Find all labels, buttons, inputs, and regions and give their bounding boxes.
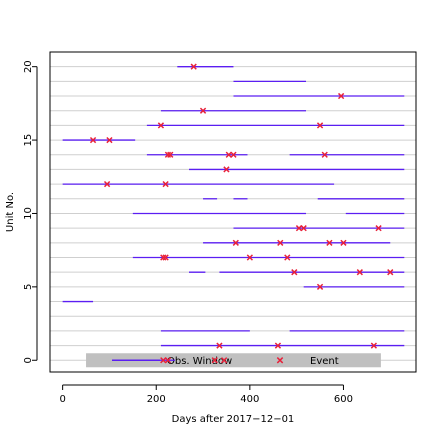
legend-event-label: Event	[310, 356, 339, 367]
event-marker	[340, 239, 347, 246]
event-marker	[387, 269, 394, 276]
event-marker	[103, 180, 111, 188]
x-tick-label: 600	[334, 394, 353, 405]
y-tick-label: 5	[23, 284, 34, 290]
event-marker	[356, 269, 363, 276]
event-marker	[291, 269, 298, 276]
event-marker	[211, 357, 218, 364]
event-marker	[370, 342, 378, 349]
event-marker	[232, 239, 239, 246]
event-marker	[316, 283, 324, 290]
event-marker	[89, 136, 97, 144]
event-marker	[220, 357, 228, 364]
x-tick-label: 400	[240, 394, 259, 405]
y-tick-label: 15	[23, 134, 34, 147]
legend-box	[86, 353, 381, 368]
y-tick-label: 10	[23, 207, 34, 220]
event-marker	[216, 342, 223, 349]
event-marker	[162, 254, 169, 261]
legend-event-swatch	[276, 357, 284, 364]
plot-frame	[49, 51, 417, 373]
event-marker	[321, 151, 328, 158]
event-marker	[326, 239, 333, 246]
event-marker	[225, 151, 232, 158]
plot-area	[62, 63, 405, 364]
event-marker	[164, 151, 172, 158]
event-marker	[223, 166, 230, 173]
x-tick-label: 200	[147, 394, 166, 405]
legend: Obs. Window Event	[86, 353, 381, 368]
y-axis-title: Unit No.	[5, 192, 16, 232]
event-marker	[246, 254, 253, 261]
event-marker	[162, 180, 169, 188]
event-marker	[375, 225, 382, 232]
event-marker	[230, 151, 237, 158]
x-axis-title: Days after 2017−12−01	[172, 414, 295, 425]
event-marker	[160, 357, 167, 364]
event-marker	[284, 254, 291, 261]
event-marker	[337, 92, 345, 100]
axes: 0 200 400 600 0 5 10 15 20	[23, 60, 353, 405]
event-marker	[274, 342, 282, 349]
event-marker	[164, 357, 172, 364]
x-tick-label: 0	[59, 394, 65, 405]
event-marker	[295, 225, 303, 232]
y-tick-label: 0	[23, 357, 34, 363]
event-marker	[160, 254, 167, 261]
event-marker	[316, 122, 324, 129]
event-marker	[157, 122, 165, 129]
event-marker	[167, 151, 174, 158]
event-marker	[277, 239, 284, 246]
event-marker	[190, 63, 197, 70]
event-marker	[300, 225, 307, 232]
legend-window-label: Obs. Window	[167, 356, 232, 367]
y-tick-label: 20	[23, 60, 34, 73]
event-marker	[199, 107, 207, 114]
event-marker	[106, 136, 113, 144]
